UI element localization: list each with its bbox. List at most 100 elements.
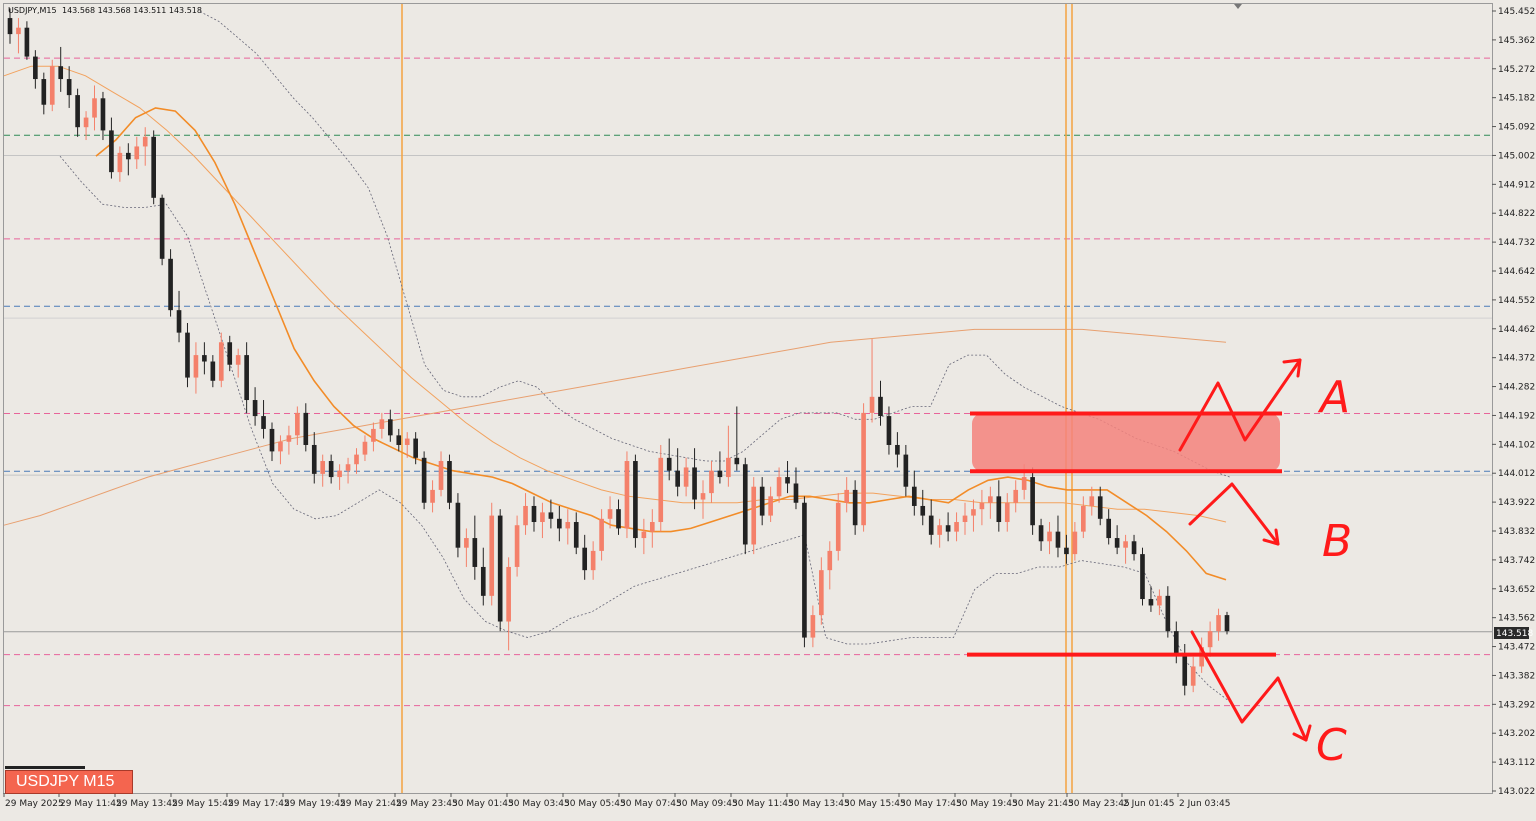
candle-50: [430, 480, 435, 513]
x-tick-label-6: 29 May 21:45: [340, 799, 402, 809]
candle-body-141: [1199, 647, 1204, 667]
y-tick-label-11: 144.462: [1498, 325, 1535, 335]
candle-121: [1030, 467, 1035, 535]
candle-body-119: [1013, 489, 1019, 503]
x-tick-label-8: 30 May 01:45: [452, 799, 514, 809]
candle-12: [109, 117, 114, 179]
x-tick-label-5: 29 May 19:45: [284, 799, 346, 809]
candle-body-21: [185, 332, 190, 378]
candle-body-91: [776, 477, 782, 497]
x-tick-label-20: 2 Jun 01:45: [1123, 799, 1174, 809]
x-tick-label-14: 30 May 13:45: [788, 799, 850, 809]
candle-body-102: [869, 396, 875, 413]
candle-body-12: [109, 130, 114, 173]
candle-body-124: [1055, 531, 1061, 548]
candle-body-144: [1224, 615, 1230, 632]
candle-body-34: [295, 412, 300, 436]
candle-84: [717, 451, 723, 484]
candle-85: [726, 425, 731, 487]
candle-54: [464, 528, 469, 567]
y-tick-label-17: 143.922: [1498, 498, 1535, 508]
candle-body-73: [624, 461, 630, 529]
candle-20: [176, 290, 182, 343]
candle-body-20: [176, 310, 182, 333]
candle-body-106: [903, 454, 909, 487]
candle-body-41: [354, 454, 359, 465]
candle-body-0: [7, 18, 13, 35]
candle-61: [523, 493, 528, 535]
x-tick-label-9: 30 May 03:45: [508, 799, 570, 809]
y-tick-label-10: 144.552: [1498, 296, 1535, 306]
x-tick-label-10: 30 May 05:45: [564, 799, 626, 809]
candle-body-72: [616, 509, 621, 529]
candle-body-85: [726, 457, 731, 478]
candle-31: [269, 422, 275, 462]
candle-body-32: [278, 441, 283, 452]
annotations: A B C: [967, 358, 1352, 771]
candle-4: [41, 72, 47, 115]
candle-body-42: [362, 441, 368, 455]
candle-body-114: [971, 509, 976, 516]
candle-body-39: [337, 470, 342, 478]
candle-body-58: [497, 515, 503, 622]
scenario-a-arrowhead: [1282, 358, 1302, 378]
candle-body-117: [996, 496, 1002, 523]
y-tick-label-1: 145.362: [1498, 36, 1535, 46]
y-tick-label-4: 145.092: [1498, 123, 1535, 133]
candle-107: [911, 470, 917, 516]
candle-93: [793, 467, 799, 510]
candle-body-74: [633, 461, 638, 539]
plot-border: [3, 3, 1493, 794]
candle-103: [878, 380, 883, 426]
candle-142: [1207, 621, 1213, 657]
y-tick-label-15: 144.102: [1498, 440, 1535, 450]
candle-body-140: [1190, 666, 1196, 686]
candle-143: [1216, 608, 1221, 641]
x-tick-label-11: 30 May 07:45: [620, 799, 682, 809]
symbol-header: USDJPY,M15: [8, 6, 57, 15]
candle-35: [303, 403, 309, 452]
candle-body-17: [151, 136, 156, 198]
candle-body-61: [523, 505, 528, 526]
candle-98: [835, 493, 841, 561]
candle-body-83: [709, 470, 714, 494]
candle-71: [607, 496, 613, 529]
candle-body-107: [911, 486, 917, 506]
y-tick-label-3: 145.182: [1498, 94, 1535, 104]
candle-5: [49, 59, 55, 112]
candle-body-67: [573, 522, 579, 548]
y-tick-label-23: 143.382: [1498, 671, 1535, 681]
candle-body-62: [531, 505, 537, 523]
candle-55: [472, 515, 478, 580]
scroll-marker-icon[interactable]: [1234, 4, 1242, 9]
candle-body-101: [861, 412, 866, 526]
candle-91: [776, 467, 782, 503]
candle-67: [573, 512, 579, 555]
candle-49: [421, 451, 427, 510]
candle-123: [1047, 522, 1052, 555]
candle-22: [193, 342, 199, 394]
candle-body-18: [159, 197, 165, 259]
candle-body-29: [252, 400, 258, 417]
candle-59: [506, 557, 511, 651]
ohlc-header: 143.568 143.568 143.511 143.518: [62, 6, 202, 15]
bollinger-upper: [199, 11, 1231, 478]
candle-body-15: [134, 146, 140, 160]
candle-0: [7, 8, 13, 44]
symbol-badge[interactable]: USDJPY M15: [5, 770, 133, 794]
candle-72: [616, 499, 621, 535]
candle-body-52: [447, 461, 452, 503]
candle-52: [447, 454, 452, 510]
candle-body-71: [607, 509, 613, 519]
x-tick-label-19: 30 May 23:45: [1068, 799, 1130, 809]
y-tick-label-14: 144.192: [1498, 411, 1535, 421]
candle-body-13: [117, 152, 123, 173]
candle-139: [1182, 643, 1188, 696]
candle-23: [202, 342, 207, 375]
candle-89: [759, 477, 765, 526]
candle-body-55: [472, 538, 478, 567]
y-tick-label-19: 143.742: [1498, 556, 1535, 566]
candle-body-121: [1030, 477, 1035, 526]
